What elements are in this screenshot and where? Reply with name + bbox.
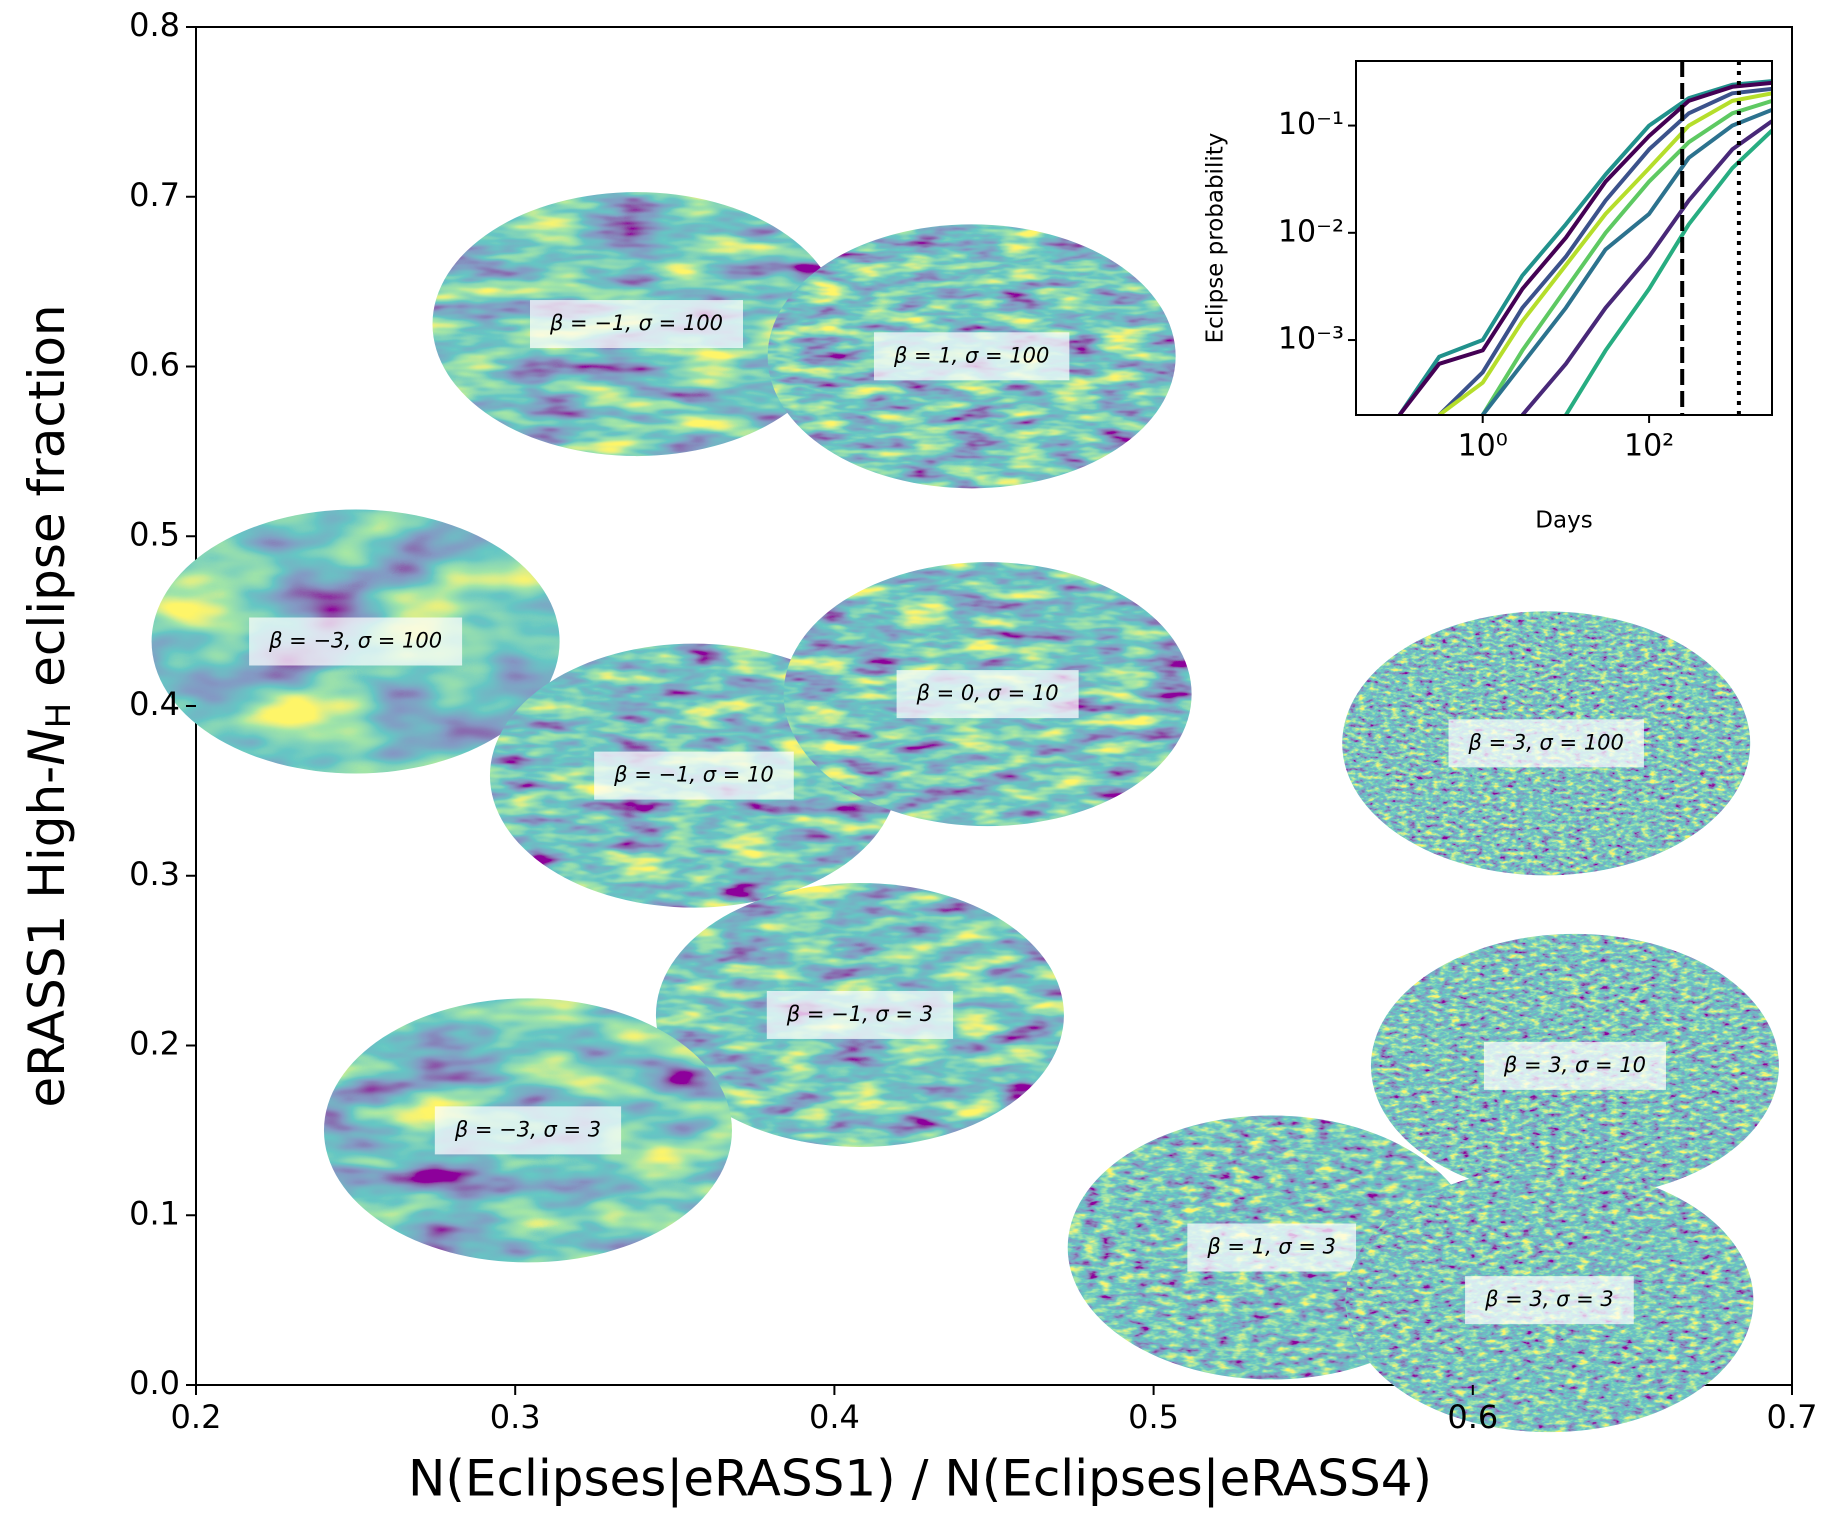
- sky-map: β = 3, σ = 10: [1371, 934, 1779, 1198]
- map-label: β = 3, σ = 100: [1468, 730, 1624, 754]
- map-label: β = −3, σ = 3: [454, 1117, 601, 1141]
- y-label-part: eclipse fraction: [18, 304, 76, 702]
- inset-y-label: Eclipse probability: [1203, 133, 1229, 344]
- page: N(Eclipses|eRASS1) / N(Eclipses|eRASS4) …: [0, 0, 1828, 1537]
- y-tick-label: 0.2: [129, 1025, 180, 1063]
- chart: N(Eclipses|eRASS1) / N(Eclipses|eRASS4) …: [0, 0, 1828, 1537]
- y-tick-label: 0.4: [129, 685, 180, 723]
- x-tick-label: 0.4: [809, 1398, 860, 1436]
- x-tick-label: 0.5: [1128, 1398, 1179, 1436]
- y-label-part: H: [39, 703, 79, 729]
- y-tick-label: 0.0: [129, 1364, 180, 1402]
- inset-y-tick-label: 10⁻²: [1278, 214, 1344, 249]
- y-tick-label: 0.6: [129, 346, 180, 384]
- sky-map: β = −3, σ = 3: [324, 998, 732, 1262]
- map-label: β = 3, σ = 10: [1503, 1053, 1646, 1077]
- inset-x-tick-label: 10²: [1624, 429, 1674, 464]
- map-label: β = 1, σ = 3: [1206, 1235, 1336, 1259]
- x-tick-label: 0.6: [1447, 1398, 1498, 1436]
- y-axis-label: eRASS1 High-NH eclipse fraction: [18, 304, 79, 1107]
- inset-x-label: Days: [1535, 508, 1592, 534]
- y-tick-label: 0.1: [129, 1194, 180, 1232]
- inset-x-tick-label: 10⁰: [1458, 429, 1508, 464]
- inset-y-tick-label: 10⁻³: [1278, 322, 1344, 357]
- map-label: β = 3, σ = 3: [1484, 1287, 1614, 1311]
- x-tick-label: 0.2: [171, 1398, 222, 1436]
- map-label: β = −1, σ = 100: [549, 311, 723, 335]
- sky-map: β = 0, σ = 10: [784, 562, 1192, 826]
- sky-map: β = 3, σ = 100: [1342, 611, 1750, 875]
- y-tick-label: 0.3: [129, 855, 180, 893]
- y-label-part: eRASS1 High-: [18, 766, 76, 1108]
- map-label: β = −3, σ = 100: [268, 628, 442, 652]
- map-label: β = 0, σ = 10: [916, 681, 1059, 705]
- map-label: β = −1, σ = 3: [786, 1002, 933, 1026]
- y-label-part: N: [18, 728, 76, 765]
- y-tick-label: 0.7: [129, 176, 180, 214]
- sky-map: β = −3, σ = 100: [152, 509, 560, 773]
- x-tick-label: 0.7: [1767, 1398, 1818, 1436]
- sky-map: β = 3, σ = 3: [1345, 1168, 1753, 1432]
- y-tick-label: 0.5: [129, 515, 180, 553]
- inset-y-tick-label: 10⁻¹: [1278, 107, 1344, 142]
- x-axis-label: N(Eclipses|eRASS1) / N(Eclipses|eRASS4): [408, 1450, 1432, 1508]
- sky-map: β = 1, σ = 100: [768, 224, 1176, 488]
- y-tick-label: 0.8: [129, 6, 180, 44]
- x-tick-label: 0.3: [490, 1398, 541, 1436]
- map-label: β = 1, σ = 100: [893, 343, 1049, 367]
- map-label: β = −1, σ = 10: [613, 763, 774, 787]
